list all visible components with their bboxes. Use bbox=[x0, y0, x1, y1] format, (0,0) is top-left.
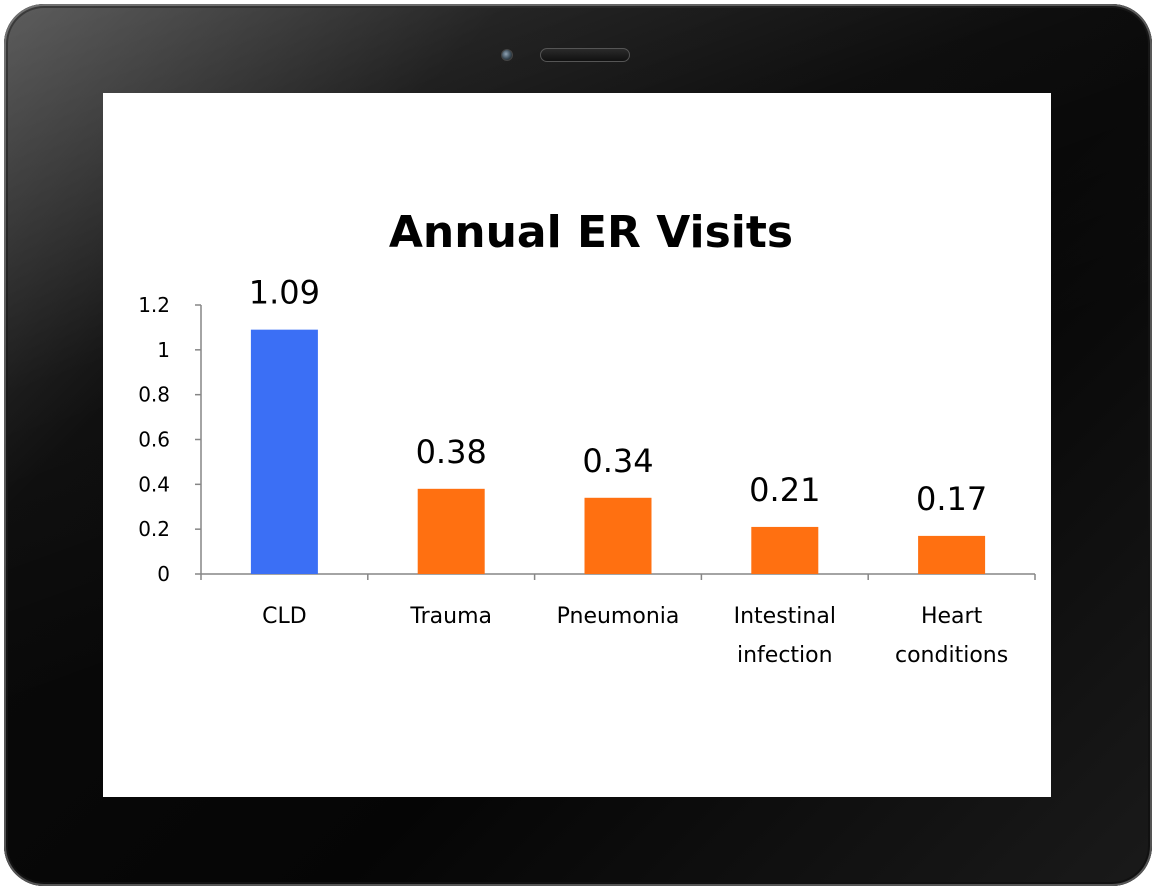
speaker-grille bbox=[540, 48, 630, 62]
category-label: Pneumonia bbox=[557, 604, 680, 629]
y-axis: 0 0.2 0.4 0.6 0.8 1 1.2 bbox=[138, 293, 202, 586]
y-tick-label: 1 bbox=[157, 338, 170, 362]
bars bbox=[250, 329, 986, 574]
data-label: 1.09 bbox=[249, 274, 320, 312]
data-label: 0.34 bbox=[582, 442, 653, 480]
data-label: 0.38 bbox=[416, 433, 487, 471]
category-labels: CLD Trauma Pneumonia Intestinal infection Hea… bbox=[262, 604, 1008, 668]
data-labels: 1.09 0.38 0.34 0.21 0.17 bbox=[249, 274, 987, 518]
tablet-screen: Annual ER Visits 0 0.2 0.4 0.6 0.8 1 1.2 1.09 0… bbox=[103, 93, 1051, 797]
data-label: 0.17 bbox=[916, 480, 987, 518]
category-label: Trauma bbox=[409, 604, 492, 629]
x-axis bbox=[200, 573, 1036, 580]
data-label: 0.21 bbox=[749, 471, 820, 509]
bar bbox=[918, 535, 986, 574]
y-tick-label: 0.8 bbox=[138, 383, 170, 407]
bar bbox=[250, 329, 318, 574]
y-tick-label: 0 bbox=[157, 562, 170, 586]
camera-icon bbox=[501, 49, 513, 61]
category-label: Intestinal infection bbox=[734, 604, 836, 668]
chart-title: Annual ER Visits bbox=[389, 207, 793, 258]
bar bbox=[751, 526, 819, 574]
category-label: CLD bbox=[262, 604, 307, 629]
category-label: Heart conditions bbox=[895, 604, 1008, 668]
bar bbox=[584, 497, 652, 574]
y-tick-label: 1.2 bbox=[138, 293, 170, 317]
y-tick-label: 0.2 bbox=[138, 517, 170, 541]
bar-chart: Annual ER Visits 0 0.2 0.4 0.6 0.8 1 1.2 1.09 0… bbox=[138, 207, 1036, 668]
y-tick-label: 0.6 bbox=[138, 428, 170, 452]
y-tick-label: 0.4 bbox=[138, 472, 170, 496]
bar bbox=[417, 488, 485, 574]
